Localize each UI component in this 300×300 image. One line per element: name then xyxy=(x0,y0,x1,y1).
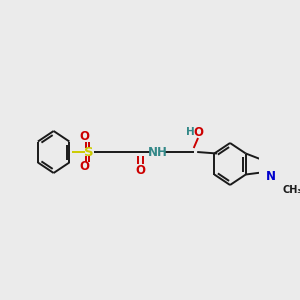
Text: O: O xyxy=(79,160,89,173)
Text: H: H xyxy=(186,127,195,137)
Text: O: O xyxy=(135,164,145,176)
Text: O: O xyxy=(193,125,203,139)
Text: O: O xyxy=(79,130,89,143)
Text: S: S xyxy=(84,146,94,158)
Text: CH₃: CH₃ xyxy=(283,185,300,195)
Text: N: N xyxy=(266,169,276,182)
Text: NH: NH xyxy=(148,146,167,158)
